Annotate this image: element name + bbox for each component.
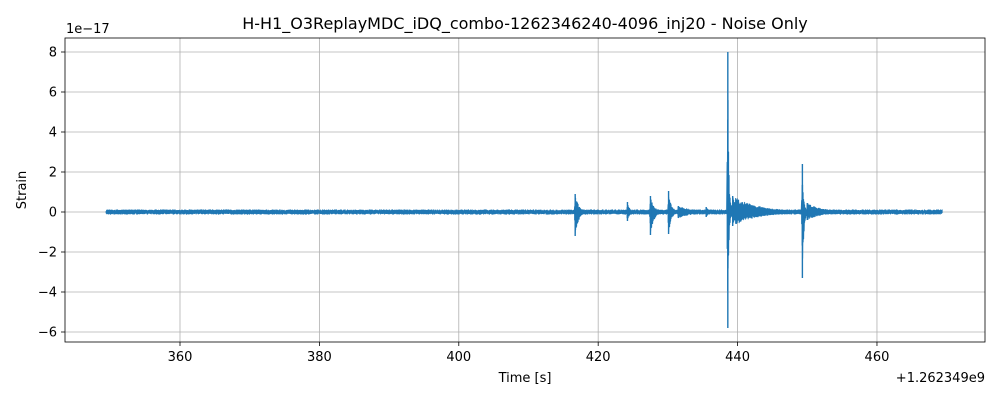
grid [65, 38, 985, 342]
x-axis-label: Time [s] [498, 371, 552, 386]
y-tick-label: −6 [38, 326, 57, 341]
y-tick-label: 4 [49, 126, 57, 141]
x-tick-label: 360 [168, 350, 193, 365]
y-axis-label: Strain [15, 171, 30, 210]
y-scale-label: 1e−17 [66, 22, 110, 37]
y-tick-label: 2 [49, 166, 57, 181]
x-tick-label: 400 [446, 350, 471, 365]
y-tick-label: −2 [38, 246, 57, 261]
strain-series-line [105, 99, 943, 291]
x-tick-label: 440 [725, 350, 750, 365]
y-tick-label: 8 [49, 46, 57, 61]
x-tick-label: 380 [307, 350, 332, 365]
x-offset-label: +1.262349e9 [896, 371, 985, 386]
ticks: 360 380 400 420 440 460 −6 −4 −2 0 2 4 6 8 [38, 46, 890, 366]
chart-title: H-H1_O3ReplayMDC_iDQ_combo-1262346240-40… [242, 14, 808, 34]
y-tick-label: 6 [49, 86, 57, 101]
axes-frame [64, 37, 986, 343]
y-tick-label: 0 [49, 206, 57, 221]
plot-area [105, 52, 943, 328]
y-tick-label: −4 [38, 286, 57, 301]
x-tick-label: 420 [586, 350, 611, 365]
x-tick-label: 460 [865, 350, 890, 365]
